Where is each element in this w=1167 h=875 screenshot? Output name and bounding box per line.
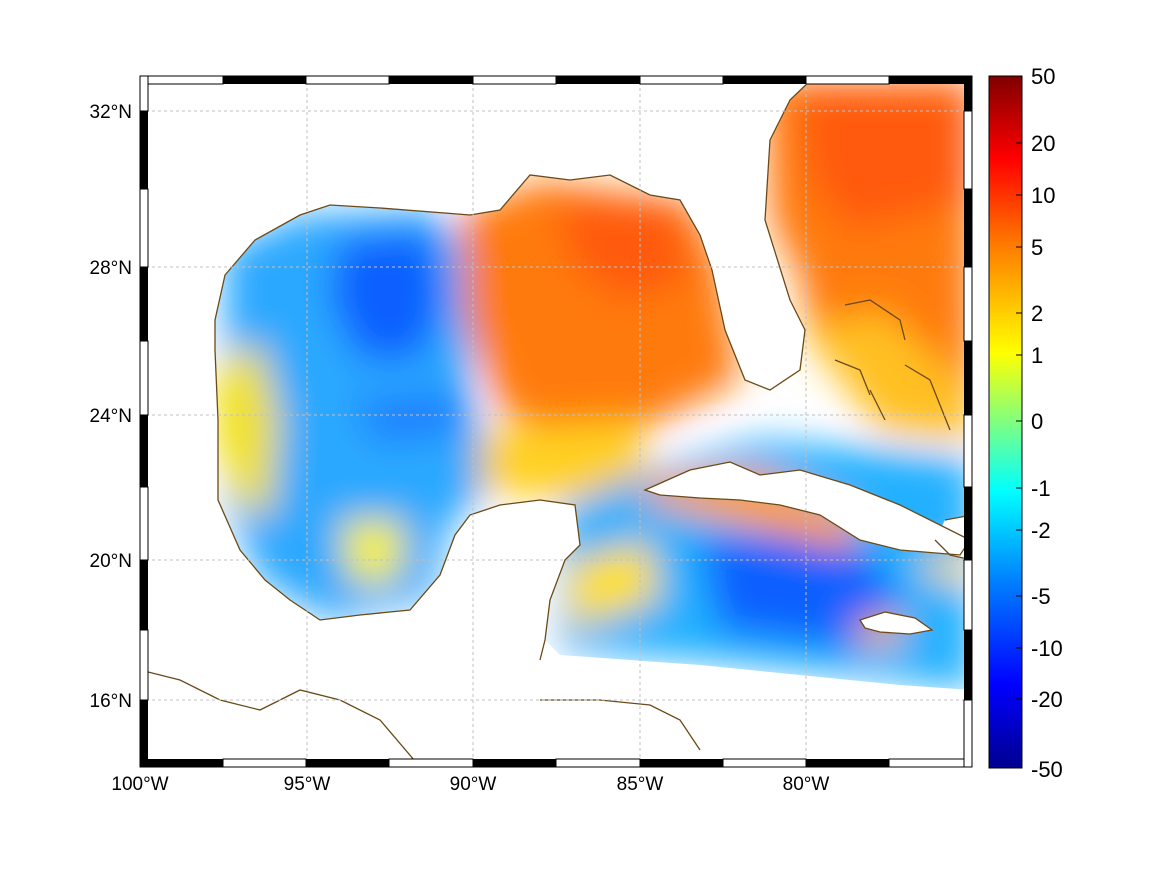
graticule [140, 76, 972, 767]
field-sw-warm [340, 520, 405, 585]
field-gulf-yellow [480, 420, 650, 500]
map-border [139, 75, 973, 768]
field-west-edge [215, 340, 280, 520]
lat-label-20n: 20°N [90, 551, 132, 572]
lat-label-32n: 32°N [90, 102, 132, 123]
land-mexico [140, 350, 972, 767]
field-bahamas [800, 310, 972, 440]
colorbar-label-2: 2 [1031, 301, 1043, 326]
colorbar-label-5: 5 [1031, 235, 1043, 260]
field-atlantic-core [800, 90, 972, 230]
colorbar-label-10: 10 [1031, 183, 1055, 208]
lon-label-85w: 85°W [617, 774, 664, 795]
lon-label-90w: 90°W [450, 774, 497, 795]
colorbar-label-neg5: -5 [1031, 584, 1051, 609]
colorbar-label-neg10: -10 [1031, 636, 1063, 661]
land-jamaica [860, 612, 932, 634]
lat-axis-labels: 32°N 28°N 24°N 20°N 16°N [90, 102, 132, 712]
field-west-core [330, 230, 445, 360]
coastline-bahamas [834, 299, 951, 431]
land-masks [140, 76, 972, 767]
field-hispaniola-warm [920, 555, 972, 580]
land-us [140, 76, 815, 390]
lat-label-28n: 28°N [90, 258, 132, 279]
coastline-us-gulf [214, 76, 816, 661]
lat-label-16n: 16°N [90, 691, 132, 712]
colorbar: 50 20 10 5 2 1 0 -1 -2 -5 -10 -20 -50 [988, 64, 1063, 782]
colorbar-label-1: 1 [1031, 343, 1043, 368]
map-frame [139, 75, 973, 768]
colorbar-label-neg20: -20 [1031, 687, 1063, 712]
colorbar-label-50: 50 [1031, 64, 1055, 89]
lat-label-24n: 24°N [90, 406, 132, 427]
colorbar-label-neg50: -50 [1031, 757, 1063, 782]
lon-label-80w: 80°W [783, 774, 830, 795]
field-yucatan-channel [570, 540, 660, 630]
colorbar-label-neg1: -1 [1031, 476, 1051, 501]
field-east-core [560, 200, 690, 300]
map-panel: 100°W 95°W 90°W 85°W 80°W 32°N 28°N 24°N… [90, 75, 973, 795]
lon-label-100w: 100°W [111, 774, 168, 795]
field-west-band [350, 390, 470, 445]
land-cuba [645, 462, 970, 555]
colorbar-label-0: 0 [1031, 409, 1043, 434]
colorbar-labels: 50 20 10 5 2 1 0 -1 -2 -5 -10 -20 -50 [1031, 64, 1063, 782]
coastline-jamaica [859, 611, 934, 635]
colorbar-gradient [988, 75, 1023, 769]
colorbar-label-neg2: -2 [1031, 518, 1051, 543]
colorbar-label-20: 20 [1031, 131, 1055, 156]
lon-label-95w: 95°W [284, 774, 331, 795]
lon-axis-labels: 100°W 95°W 90°W 85°W 80°W [111, 774, 829, 795]
colorbar-ticks [1016, 142, 1022, 700]
